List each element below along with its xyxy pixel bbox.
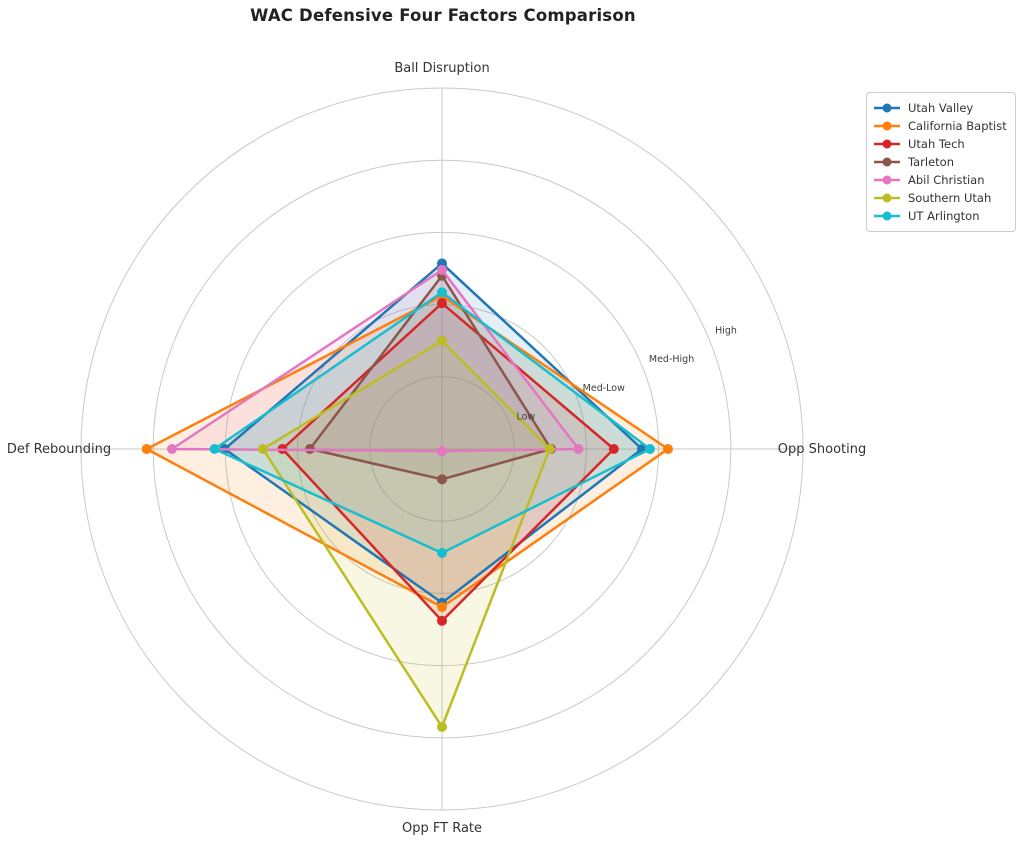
series-fills	[146, 263, 668, 727]
legend-label: Tarleton	[908, 155, 954, 169]
legend-line-marker-icon	[874, 157, 900, 167]
axis-label-opp-shooting: Opp Shooting	[778, 442, 866, 457]
data-point-marker	[437, 615, 447, 626]
data-point-marker	[437, 298, 447, 309]
data-point-marker	[437, 264, 447, 275]
legend-line-marker-icon	[874, 103, 900, 113]
legend-label: California Baptist	[908, 119, 1007, 133]
series-lines	[141, 258, 673, 732]
data-point-marker	[437, 474, 447, 485]
category-axis-labels: Ball Disruption Opp Shooting Opp FT Rate…	[7, 61, 866, 836]
data-point-marker	[662, 444, 673, 454]
series-fill-southern-utah	[262, 340, 550, 727]
legend-line-marker-icon	[874, 211, 900, 221]
data-point-marker	[437, 721, 447, 732]
legend-label: UT Arlington	[908, 209, 980, 223]
data-point-marker	[573, 444, 584, 454]
data-point-marker	[209, 444, 220, 454]
data-point-marker	[437, 335, 447, 346]
rtick-med-high: Med-High	[649, 354, 694, 365]
legend-item-ut-arlington: UT Arlington	[873, 207, 1007, 225]
legend-item-abil-christian: Abil Christian	[873, 171, 1007, 189]
data-point-marker	[608, 444, 619, 454]
chart-title: WAC Defensive Four Factors Comparison	[250, 6, 636, 25]
data-point-marker	[437, 547, 447, 558]
legend-label: Utah Tech	[908, 137, 965, 151]
legend: Utah Valley California Baptist Utah Tech Ta…	[866, 92, 1016, 232]
series-fill-ut-arlington	[214, 292, 650, 553]
legend-label: Utah Valley	[908, 101, 974, 115]
axis-label-def-rebounding: Def Rebounding	[7, 442, 111, 457]
legend-item-tarleton: Tarleton	[873, 153, 1007, 171]
legend-item-california-baptist: California Baptist	[873, 117, 1007, 135]
legend-line-marker-icon	[874, 139, 900, 149]
data-point-marker	[257, 444, 268, 454]
radial-tick-labels: Low Med-Low Med-High High	[516, 325, 736, 422]
data-point-marker	[141, 444, 152, 454]
legend-item-southern-utah: Southern Utah	[873, 189, 1007, 207]
legend-label: Southern Utah	[908, 191, 992, 205]
data-point-marker	[166, 444, 177, 454]
series-fill-tarleton	[309, 275, 552, 480]
rtick-low: Low	[516, 412, 535, 423]
legend-item-utah-valley: Utah Valley	[873, 99, 1007, 117]
axis-label-opp-ft-rate: Opp FT Rate	[402, 821, 482, 836]
data-point-marker	[437, 602, 447, 613]
legend-line-marker-icon	[874, 193, 900, 203]
data-point-marker	[437, 287, 447, 298]
data-point-marker	[644, 444, 655, 454]
legend-line-marker-icon	[874, 175, 900, 185]
series-fill-utah-tech	[282, 303, 614, 621]
data-point-marker	[437, 446, 447, 457]
axis-label-ball-disruption: Ball Disruption	[394, 61, 489, 76]
legend-label: Abil Christian	[908, 173, 985, 187]
rtick-high: High	[715, 325, 737, 336]
series-fill-utah-valley	[224, 263, 642, 603]
data-point-marker	[544, 444, 555, 454]
rtick-med-low: Med-Low	[583, 383, 625, 394]
legend-item-utah-tech: Utah Tech	[873, 135, 1007, 153]
legend-line-marker-icon	[874, 121, 900, 131]
